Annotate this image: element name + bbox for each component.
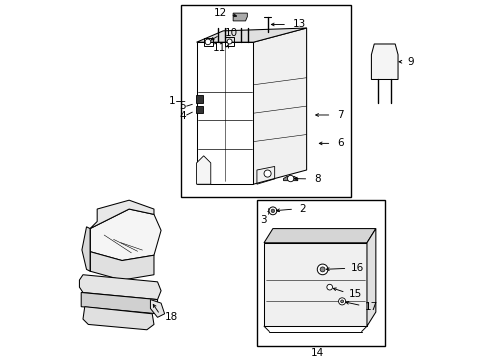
Text: 7: 7	[336, 110, 343, 120]
Polygon shape	[81, 292, 157, 314]
Polygon shape	[264, 243, 366, 326]
Text: 15: 15	[348, 289, 362, 299]
Text: 17: 17	[365, 302, 378, 312]
Polygon shape	[90, 200, 154, 229]
Text: 10: 10	[224, 28, 238, 38]
Circle shape	[268, 207, 276, 215]
Circle shape	[264, 170, 270, 177]
Polygon shape	[150, 300, 164, 317]
Polygon shape	[264, 229, 375, 243]
Text: 8: 8	[314, 174, 321, 184]
Polygon shape	[195, 95, 203, 103]
Polygon shape	[196, 28, 306, 42]
Text: 6: 6	[336, 138, 343, 148]
Circle shape	[340, 300, 343, 303]
Text: 1: 1	[168, 96, 175, 106]
Circle shape	[270, 209, 274, 213]
Circle shape	[287, 175, 293, 182]
Polygon shape	[283, 176, 297, 181]
Text: 3: 3	[260, 215, 266, 225]
Text: 9: 9	[406, 57, 413, 67]
Text: 18: 18	[164, 312, 178, 321]
Text: 16: 16	[350, 264, 364, 273]
Circle shape	[320, 267, 325, 272]
Text: 2: 2	[299, 204, 305, 214]
Bar	[256, 200, 384, 346]
Polygon shape	[196, 156, 210, 184]
Polygon shape	[196, 42, 253, 184]
Text: 11: 11	[212, 42, 225, 53]
Bar	[180, 5, 350, 197]
Circle shape	[317, 264, 327, 275]
Text: 12: 12	[213, 8, 226, 18]
Polygon shape	[90, 209, 161, 261]
Polygon shape	[195, 106, 203, 113]
Polygon shape	[253, 28, 306, 184]
Text: 13: 13	[292, 19, 305, 30]
Text: 4: 4	[179, 111, 185, 121]
Polygon shape	[233, 13, 247, 21]
Text: 14: 14	[310, 348, 323, 358]
Polygon shape	[90, 252, 154, 280]
Text: 5: 5	[179, 101, 185, 111]
Polygon shape	[83, 307, 154, 330]
Polygon shape	[82, 227, 90, 271]
Circle shape	[226, 39, 232, 44]
Circle shape	[326, 284, 332, 290]
Circle shape	[338, 298, 345, 305]
Polygon shape	[371, 44, 397, 80]
Polygon shape	[366, 229, 375, 326]
Polygon shape	[79, 275, 161, 300]
Circle shape	[204, 39, 210, 45]
